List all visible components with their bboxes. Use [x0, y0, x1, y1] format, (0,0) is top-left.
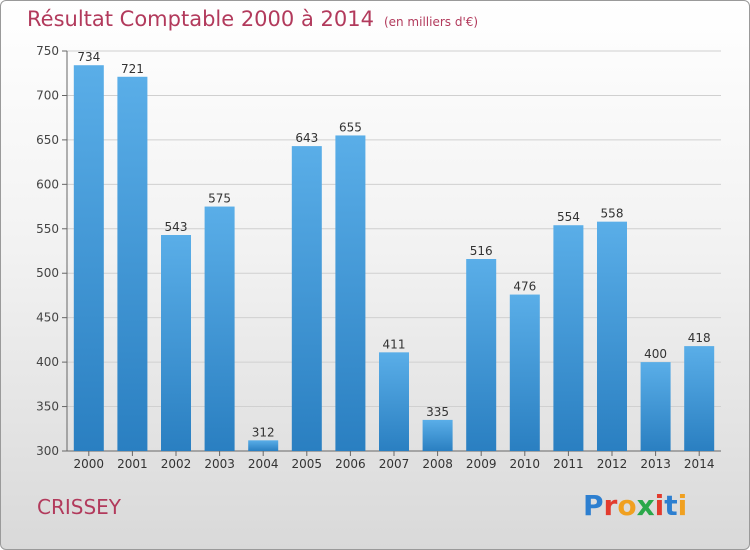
bar-2005 — [291, 146, 322, 451]
data-label: 516 — [470, 244, 493, 258]
y-tick-label: 650 — [36, 133, 59, 147]
x-tick-label: 2011 — [553, 457, 584, 471]
data-label: 558 — [601, 207, 624, 221]
x-tick-label: 2004 — [248, 457, 279, 471]
y-tick-label: 350 — [36, 400, 59, 414]
bar-2012 — [597, 221, 627, 451]
logo-letter: P — [583, 489, 604, 522]
logo-letter: i — [654, 489, 665, 522]
x-tick-label: 2003 — [204, 457, 235, 471]
bar-2004 — [248, 440, 279, 451]
x-tick-label: 2012 — [597, 457, 628, 471]
bar-2010 — [509, 294, 540, 451]
bar-2009 — [466, 259, 497, 451]
y-tick-label: 550 — [36, 222, 59, 236]
data-label: 543 — [165, 220, 188, 234]
x-tick-label: 2001 — [117, 457, 148, 471]
logo-letter: x — [636, 489, 655, 522]
proxiti-logo: Proxiti — [583, 489, 687, 522]
x-tick-label: 2000 — [74, 457, 105, 471]
data-label: 721 — [121, 62, 144, 76]
chart-subtitle: (en milliers d'€) — [383, 15, 479, 29]
x-tick-label: 2013 — [640, 457, 671, 471]
data-label: 734 — [77, 50, 100, 64]
y-tick-label: 750 — [36, 44, 59, 58]
bar-2014 — [684, 346, 715, 451]
y-tick-label: 400 — [36, 355, 59, 369]
data-label: 476 — [513, 280, 536, 294]
bar-2013 — [640, 362, 671, 451]
logo-letter: t — [664, 489, 678, 522]
chart-title: Résultat Comptable 2000 à 2014 (en millie… — [27, 7, 478, 31]
chart-title-text: Résultat Comptable 2000 à 2014 — [27, 7, 374, 31]
x-tick-label: 2007 — [379, 457, 410, 471]
x-tick-label: 2006 — [335, 457, 366, 471]
data-label: 554 — [557, 210, 580, 224]
x-tick-label: 2010 — [510, 457, 541, 471]
data-label: 655 — [339, 120, 362, 134]
data-label: 312 — [252, 425, 275, 439]
y-tick-label: 700 — [36, 88, 59, 102]
data-label: 411 — [383, 337, 406, 351]
x-tick-label: 2014 — [684, 457, 715, 471]
x-tick-label: 2009 — [466, 457, 497, 471]
bar-2007 — [379, 352, 409, 451]
logo-letter: r — [603, 489, 618, 522]
bar-2008 — [422, 419, 453, 451]
data-label: 418 — [688, 331, 711, 345]
logo-letter: o — [617, 489, 637, 522]
y-tick-label: 450 — [36, 311, 59, 325]
y-tick-label: 600 — [36, 177, 59, 191]
y-tick-label: 500 — [36, 266, 59, 280]
x-tick-label: 2002 — [161, 457, 192, 471]
data-label: 643 — [295, 131, 318, 145]
city-name: CRISSEY — [37, 495, 122, 519]
bars — [73, 65, 715, 452]
bar-2001 — [117, 76, 148, 452]
data-label: 400 — [644, 347, 667, 361]
bar-2002 — [161, 235, 191, 451]
bar-2000 — [73, 65, 104, 451]
labels: 300 350 400 450 500 550 600 650 700 750 734 2000 721… — [36, 44, 714, 471]
logo-letter: i — [677, 489, 688, 522]
x-tick-label: 2005 — [292, 457, 323, 471]
bar-2011 — [553, 225, 584, 451]
bar-2003 — [204, 206, 235, 451]
y-tick-label: 300 — [36, 444, 59, 458]
data-label: 575 — [208, 192, 231, 206]
bar-2006 — [335, 135, 366, 451]
data-label: 335 — [426, 405, 449, 419]
x-tick-label: 2008 — [422, 457, 453, 471]
